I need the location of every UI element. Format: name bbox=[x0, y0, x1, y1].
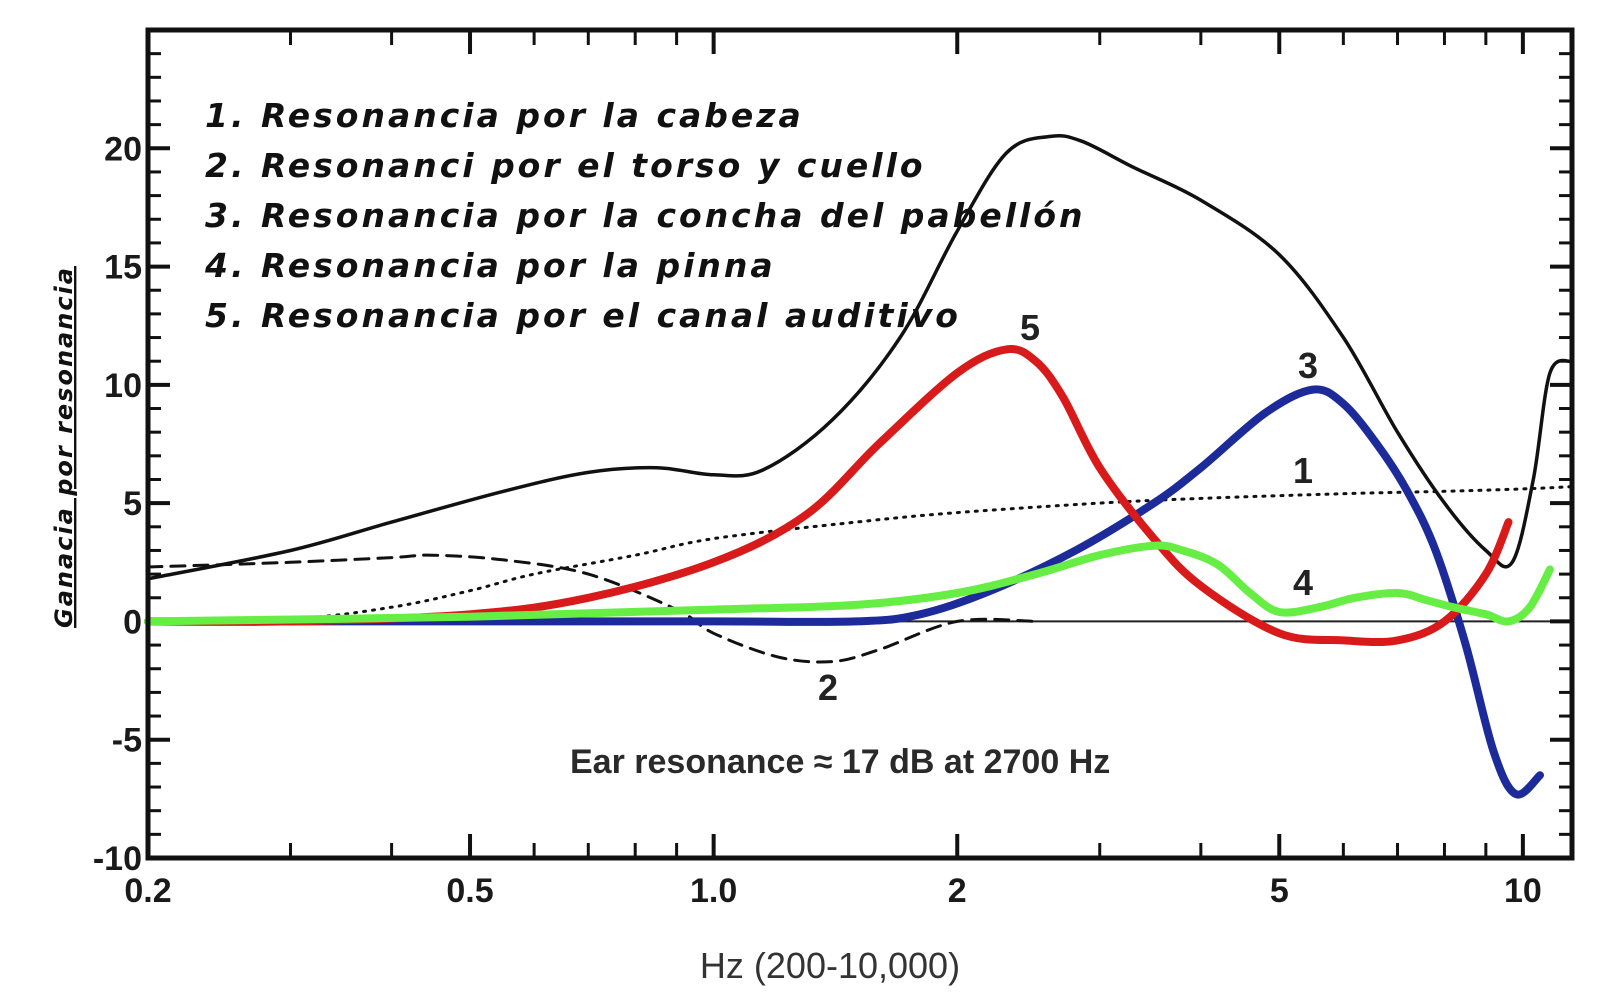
curve-labels: 5 3 1 4 2 bbox=[818, 307, 1318, 708]
curve-label-5: 5 bbox=[1020, 307, 1040, 348]
series-line-3 bbox=[144, 385, 1544, 799]
series-group bbox=[144, 133, 1574, 799]
y-axis-label: Ganacia por resonancia bbox=[50, 266, 78, 628]
legend-item-4: 4. Resonancia por la pinna bbox=[204, 246, 776, 285]
x-tick-label: 0.2 bbox=[124, 872, 171, 910]
curve-label-2: 2 bbox=[818, 667, 838, 708]
y-tick-label: 10 bbox=[104, 367, 142, 405]
x-tick-label: 5 bbox=[1270, 872, 1289, 910]
legend-item-1: 1. Resonancia por la cabeza bbox=[205, 96, 804, 135]
series-line-4 bbox=[144, 541, 1554, 626]
legend-item-3: 3. Resonancia por la concha del pabellón bbox=[205, 196, 1085, 235]
y-tick-label: -10 bbox=[93, 840, 142, 878]
x-tick-label: 0.5 bbox=[446, 872, 493, 910]
series-line-2 bbox=[146, 553, 1038, 664]
y-tick-label: 20 bbox=[104, 130, 142, 168]
curve-label-3: 3 bbox=[1298, 345, 1318, 386]
legend: 1. Resonancia por la cabeza 2. Resonanci… bbox=[204, 96, 1085, 335]
curve-label-4: 4 bbox=[1293, 562, 1313, 603]
legend-item-5: 5. Resonancia por el canal auditivo bbox=[205, 296, 961, 335]
x-axis-label: Hz (200-10,000) bbox=[700, 945, 960, 986]
y-tick-label: 0 bbox=[123, 603, 142, 641]
series-line-total bbox=[146, 133, 1574, 581]
y-tick-label: 5 bbox=[123, 485, 142, 523]
x-tick-label: 1.0 bbox=[690, 872, 737, 910]
x-tick-label: 2 bbox=[948, 872, 967, 910]
x-tick-label: 10 bbox=[1504, 872, 1542, 910]
series-line-1 bbox=[146, 485, 1574, 623]
curve-label-1: 1 bbox=[1293, 450, 1313, 491]
y-tick-label: -5 bbox=[112, 722, 142, 760]
series-line-5 bbox=[144, 345, 1513, 647]
plot-frame bbox=[145, 27, 1575, 861]
legend-item-2: 2. Resonanci por el torso y cuello bbox=[205, 146, 926, 185]
annotation: Ear resonance ≈ 17 dB at 2700 Hz bbox=[570, 743, 1110, 781]
y-tick-label: 15 bbox=[104, 249, 142, 287]
